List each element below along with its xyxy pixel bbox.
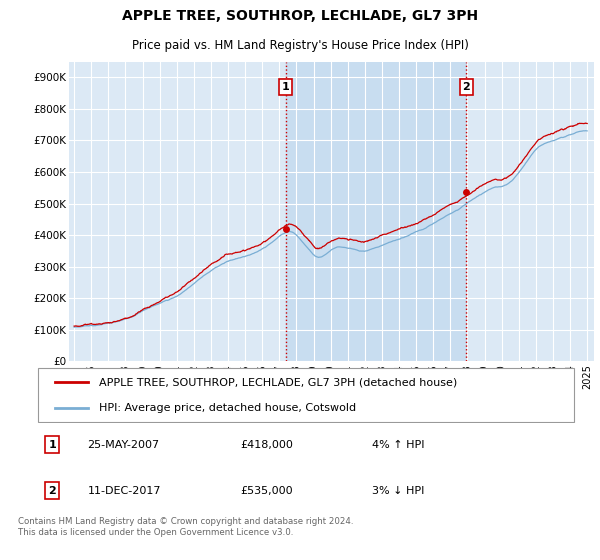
Text: 4% ↑ HPI: 4% ↑ HPI	[371, 440, 424, 450]
Text: APPLE TREE, SOUTHROP, LECHLADE, GL7 3PH: APPLE TREE, SOUTHROP, LECHLADE, GL7 3PH	[122, 10, 478, 24]
Text: 2: 2	[48, 486, 56, 496]
Bar	[286, 62, 466, 361]
Text: 1: 1	[48, 440, 56, 450]
Text: Contains HM Land Registry data © Crown copyright and database right 2024.
This d: Contains HM Land Registry data © Crown c…	[18, 517, 353, 536]
Text: 11-DEC-2017: 11-DEC-2017	[88, 486, 161, 496]
Text: 25-MAY-2007: 25-MAY-2007	[88, 440, 160, 450]
FancyBboxPatch shape	[38, 368, 574, 422]
Text: HPI: Average price, detached house, Cotswold: HPI: Average price, detached house, Cots…	[98, 403, 356, 413]
Text: 1: 1	[282, 82, 290, 92]
Text: Price paid vs. HM Land Registry's House Price Index (HPI): Price paid vs. HM Land Registry's House …	[131, 39, 469, 53]
Text: APPLE TREE, SOUTHROP, LECHLADE, GL7 3PH (detached house): APPLE TREE, SOUTHROP, LECHLADE, GL7 3PH …	[98, 377, 457, 388]
Text: £535,000: £535,000	[241, 486, 293, 496]
Text: 2: 2	[463, 82, 470, 92]
Text: 3% ↓ HPI: 3% ↓ HPI	[371, 486, 424, 496]
Text: £418,000: £418,000	[241, 440, 293, 450]
